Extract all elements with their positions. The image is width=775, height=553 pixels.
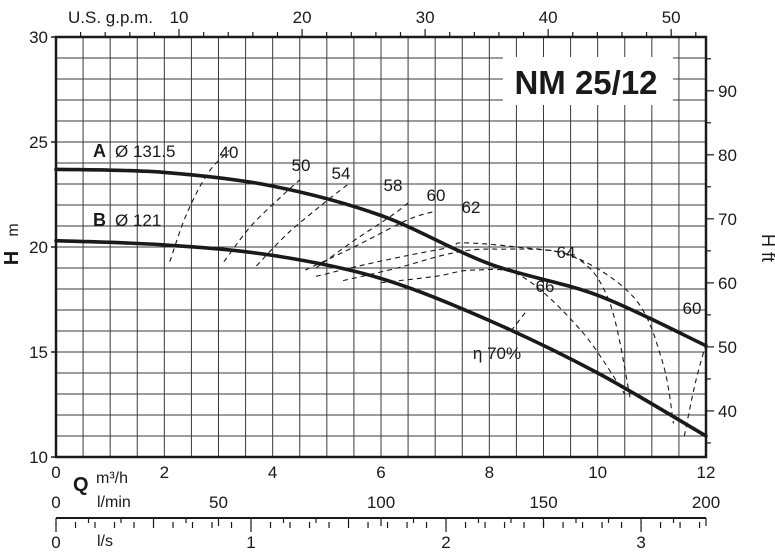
efficiency-curve (315, 242, 675, 424)
efficiency-curve (342, 248, 631, 399)
efficiency-label: 58 (384, 176, 403, 195)
efficiency-curve (510, 309, 528, 332)
y-right-tick-label: 40 (718, 402, 737, 421)
efficiency-label: 64 (557, 243, 576, 262)
efficiency-curve (304, 210, 436, 271)
lmin-tick-label: 150 (529, 493, 557, 512)
efficiency-curve (380, 268, 626, 395)
y-axis-right-title: H ft (758, 234, 775, 262)
efficiency-curve (315, 202, 409, 269)
y-axis-left-unit: m (5, 223, 22, 236)
y-right-tick-label: 70 (718, 210, 737, 229)
gpm-axis-title: U.S. g.p.m. (68, 8, 153, 27)
y-right-tick-label: 60 (718, 274, 737, 293)
title-box (503, 57, 673, 105)
curve-b-diameter: Ø 121 (115, 211, 161, 230)
pump-curve-b (54, 238, 708, 438)
efficiency-label: η 70% (473, 344, 521, 363)
efficiency-label: 40 (220, 143, 239, 162)
m3h-tick-label: 12 (697, 463, 716, 482)
efficiency-curve (683, 343, 707, 437)
m3h-tick-label: 4 (268, 463, 277, 482)
ls-tick-label: 2 (441, 533, 450, 552)
curve-a-diameter: Ø 131.5 (115, 142, 176, 161)
lmin-tick-label: 100 (367, 493, 395, 512)
lmin-axis-title: l/min (97, 494, 131, 511)
lmin-tick-label: 50 (209, 493, 228, 512)
m3h-axis-title: m³/h (96, 470, 128, 487)
m3h-tick-label: 10 (588, 463, 607, 482)
m3h-tick-label: 2 (160, 463, 169, 482)
efficiency-curve (223, 179, 301, 263)
y-right-tick-label: 80 (718, 146, 737, 165)
chart-title: NM 25/12 (514, 64, 657, 101)
ls-tick-label: 3 (636, 533, 645, 552)
curve-b-letter: B (93, 210, 106, 230)
efficiency-curve (169, 150, 230, 262)
y-left-tick-label: 20 (29, 238, 48, 257)
y-right-tick-label: 90 (718, 82, 737, 101)
pump-curve-a (54, 167, 708, 348)
m3h-tick-label: 6 (376, 463, 385, 482)
efficiency-label: 50 (292, 156, 311, 175)
ls-axis-title: l/s (97, 533, 113, 550)
lmin-tick-label: 200 (692, 493, 720, 512)
gpm-tick-label: 50 (662, 8, 681, 27)
ls-tick-label: 1 (246, 533, 255, 552)
efficiency-curve (256, 183, 349, 267)
q-axis-title: Q (73, 474, 89, 496)
efficiency-label: 60 (683, 299, 702, 318)
gpm-tick-label: 20 (293, 8, 312, 27)
gpm-tick-label: 10 (170, 8, 189, 27)
lmin-tick-label: 0 (51, 493, 60, 512)
m3h-tick-label: 0 (51, 463, 60, 482)
y-left-tick-label: 30 (29, 28, 48, 47)
efficiency-label: 60 (427, 186, 446, 205)
y-right-tick-label: 50 (718, 338, 737, 357)
efficiency-label: 54 (332, 164, 351, 183)
gpm-tick-label: 40 (539, 8, 558, 27)
y-left-tick-label: 25 (29, 133, 48, 152)
ls-tick-label: 0 (51, 533, 60, 552)
gpm-tick-label: 30 (416, 8, 435, 27)
curve-a-letter: A (93, 141, 106, 161)
y-left-tick-label: 10 (29, 448, 48, 467)
efficiency-label: 62 (462, 198, 481, 217)
y-axis-left-title-bold: H (1, 251, 23, 265)
m3h-tick-label: 8 (485, 463, 494, 482)
y-left-tick-label: 15 (29, 343, 48, 362)
